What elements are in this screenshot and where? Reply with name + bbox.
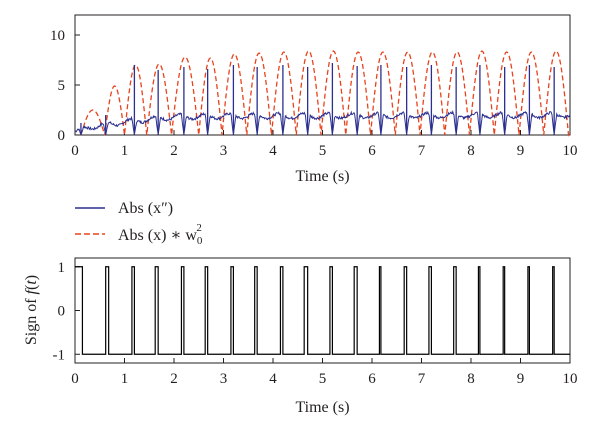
top-chart-x-tick-label: 4	[269, 143, 277, 159]
top-chart-x-tick-label: 0	[71, 143, 79, 159]
bottom-chart-series-sign-of-f	[75, 266, 570, 355]
legend-label-sup: 2	[196, 222, 202, 234]
top-chart-x-ticks: 0 1 2 3 4 5 6 7 8 9 10	[71, 130, 578, 159]
bottom-chart-x-tick-label: 4	[269, 371, 277, 387]
top-chart-x-tick-label: 2	[170, 143, 178, 159]
top-chart-series-abs-x-w0-squared	[80, 50, 571, 137]
top-chart-series	[74, 50, 571, 137]
legend-label-abs-x-w0-squared: Abs (x) ∗ w02	[118, 222, 203, 247]
bottom-chart-y-tick-label: 0	[58, 304, 66, 320]
bottom-chart-y-ticks: -1 0 1	[53, 260, 80, 363]
bottom-chart-x-tick-label: 1	[121, 371, 129, 387]
bottom-chart: 0 1 2 3 4 5 6 7 8 9 10 -1 0 1 Time (s) Sign of f(t)	[23, 257, 578, 416]
y-label-prefix: Sign of	[23, 294, 40, 345]
bottom-chart-x-label: Time (s)	[295, 399, 349, 416]
top-chart-x-tick-label: 7	[418, 143, 426, 159]
top-chart-y-tick-label: 10	[50, 28, 65, 44]
y-label-open-paren: (	[23, 285, 40, 290]
bottom-chart-x-tick-label: 5	[319, 371, 327, 387]
top-chart-series-abs-x-double-prime	[74, 109, 571, 136]
bottom-chart-x-tick-label: 3	[220, 371, 228, 387]
legend-entry-abs-x-double-prime: Abs (x″)	[75, 200, 173, 217]
bottom-chart-x-tick-label: 7	[418, 371, 426, 387]
top-chart-x-tick-label: 3	[220, 143, 228, 159]
bottom-chart-x-tick-label: 9	[517, 371, 525, 387]
bottom-chart-x-tick-label: 10	[563, 371, 578, 387]
bottom-chart-x-tick-label: 2	[170, 371, 178, 387]
legend-label-sub: 0	[197, 235, 203, 247]
top-chart-x-tick-label: 5	[319, 143, 327, 159]
top-chart-x-tick-label: 8	[467, 143, 475, 159]
bottom-chart-y-label: Sign of f(t)	[23, 275, 40, 345]
legend-label-abs-x-double-prime: Abs (x″)	[118, 200, 173, 217]
bottom-chart-frame	[74, 257, 571, 364]
top-chart-x-tick-label: 1	[121, 143, 129, 159]
bottom-chart-y-tick-label: 1	[58, 260, 66, 276]
top-chart-x-label: Time (s)	[295, 168, 349, 185]
top-chart-x-tick-label: 9	[517, 143, 525, 159]
top-chart: 0 1 2 3 4 5 6 7 8 9 10 0 5 10 Time (s)	[50, 14, 578, 185]
y-label-close-paren: )	[23, 275, 40, 280]
y-label-arg: t	[23, 280, 40, 285]
top-chart-x-tick-label: 6	[368, 143, 376, 159]
bottom-chart-x-ticks: 0 1 2 3 4 5 6 7 8 9 10	[71, 358, 578, 387]
top-chart-y-ticks: 0 5 10	[50, 28, 80, 144]
top-chart-y-tick-label: 0	[58, 128, 66, 144]
y-label-func: f	[23, 287, 40, 294]
bottom-chart-x-tick-label: 0	[71, 371, 79, 387]
legend: Abs (x″) Abs (x) ∗ w02	[75, 200, 203, 247]
top-chart-x-tick-label: 10	[563, 143, 578, 159]
bottom-chart-series	[75, 266, 570, 355]
legend-entry-abs-x-w0-squared: Abs (x) ∗ w02	[75, 222, 203, 247]
bottom-chart-x-tick-label: 6	[368, 371, 376, 387]
top-chart-y-tick-label: 5	[58, 78, 66, 94]
bottom-chart-y-tick-label: -1	[53, 347, 66, 363]
bottom-chart-x-tick-label: 8	[467, 371, 475, 387]
legend-label-main: Abs (x) ∗ w	[118, 227, 197, 244]
